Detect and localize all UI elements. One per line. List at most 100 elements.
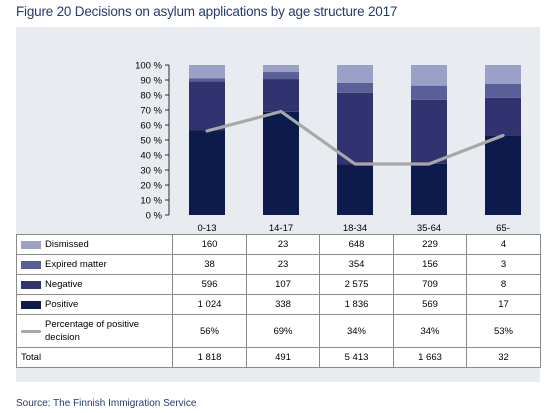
figure-title-text: Decisions on asylum applications by age … — [74, 4, 398, 19]
table-cell: 569 — [393, 294, 467, 315]
legend-label-positive-percentage: Percentage of positive decision — [16, 314, 173, 348]
x-category-label: 14-17 — [269, 223, 293, 234]
table-row-total: Total 1 818 491 5 413 1 663 32 — [16, 347, 541, 368]
table-cell: 5 413 — [319, 347, 394, 368]
source-note: Source: The Finnish Immigration Service — [16, 398, 197, 409]
bar-stacks — [189, 65, 521, 215]
table-cell: 3 — [466, 254, 541, 275]
table-cell: 1 836 — [319, 294, 394, 315]
bar-segment-positive — [411, 163, 447, 215]
total-label: Total — [16, 347, 173, 368]
bar-segment-positive — [337, 164, 373, 215]
table-cell: 34% — [393, 314, 467, 348]
table-cell: 1 024 — [172, 294, 247, 315]
row-label-text: Dismissed — [45, 239, 89, 250]
bar-segment-expired — [411, 85, 447, 100]
x-axis-categories: 0-13 14-17 18-34 35-64 65- — [197, 223, 509, 234]
x-category-label: 35-64 — [417, 223, 441, 234]
y-tick-label: 10 % — [140, 195, 162, 206]
table-cell: 34% — [319, 314, 394, 348]
bar-segment-negative — [263, 79, 299, 112]
y-tick-label: 70 % — [140, 105, 162, 116]
bar-segment-negative — [485, 97, 521, 136]
table-cell: 229 — [393, 234, 467, 255]
bar-segment-dismissed — [337, 65, 373, 83]
bar-segment-expired — [189, 78, 225, 82]
x-category-label: 65- — [496, 223, 510, 234]
table-cell: 38 — [172, 254, 247, 275]
bar-segment-dismissed — [411, 65, 447, 86]
table-cell: 23 — [246, 234, 320, 255]
table-cell: 709 — [393, 274, 467, 295]
stacked-bar-chart: 0 % 10 % 20 % 30 % 40 % 50 % 60 % 70 % 80 % 90 % 1… — [135, 60, 521, 234]
row-label-text: Percentage of positive decision — [45, 319, 140, 343]
legend-swatch-positive — [21, 300, 41, 309]
legend-swatch-negative — [21, 280, 41, 289]
bar-segment-expired — [263, 72, 299, 80]
table-cell: 491 — [246, 347, 320, 368]
x-category-label: 18-34 — [343, 223, 367, 234]
table-cell: 1 663 — [393, 347, 467, 368]
y-tick-label: 40 % — [140, 150, 162, 161]
table-cell: 648 — [319, 234, 394, 255]
table-cell: 56% — [172, 314, 247, 348]
y-tick-label: 60 % — [140, 120, 162, 131]
table-cell: 354 — [319, 254, 394, 275]
bar-segment-dismissed — [189, 65, 225, 79]
bar-segment-negative — [189, 81, 225, 131]
table-cell: 596 — [172, 274, 247, 295]
bar-segment-positive — [263, 111, 299, 215]
y-tick-label: 100 % — [135, 60, 162, 71]
y-axis: 0 % 10 % 20 % 30 % 40 % 50 % 60 % 70 % 80 % 90 % 1… — [135, 60, 170, 221]
x-category-label: 0-13 — [197, 223, 216, 234]
positive-percentage-line — [205, 109, 505, 166]
table-cell: 53% — [466, 314, 541, 348]
row-label-text: Total — [21, 352, 42, 363]
legend-label-expired: Expired matter — [16, 254, 173, 275]
table-cell: 107 — [246, 274, 320, 295]
table-cell: 156 — [393, 254, 467, 275]
table-row-positive: Positive 1 024 338 1 836 569 17 — [16, 294, 541, 315]
table-cell: 17 — [466, 294, 541, 315]
table-cell: 32 — [466, 347, 541, 368]
table-cell: 1 818 — [172, 347, 247, 368]
y-tick-label: 80 % — [140, 90, 162, 101]
table-row-negative: Negative 596 107 2 575 709 8 — [16, 274, 541, 295]
row-label-text: Expired matter — [45, 259, 107, 270]
legend-swatch-dismissed — [21, 240, 41, 249]
y-tick-label: 20 % — [140, 180, 162, 191]
table-cell: 338 — [246, 294, 320, 315]
figure-title: Figure 20 Decisions on asylum applicatio… — [16, 4, 397, 19]
table-row-expired: Expired matter 38 23 354 156 3 — [16, 254, 541, 275]
row-label-text: Positive — [45, 299, 79, 310]
legend-label-dismissed: Dismissed — [16, 234, 173, 255]
figure-number: Figure 20 — [16, 4, 72, 19]
table-cell: 160 — [172, 234, 247, 255]
bar-segment-negative — [411, 99, 447, 164]
bar-segment-negative — [337, 92, 373, 165]
table-cell: 23 — [246, 254, 320, 275]
line-positive-percentage — [205, 109, 505, 166]
table-row-positive-percentage: Percentage of positive decision 56% 69% 34%… — [16, 314, 541, 348]
bar-segment-expired — [485, 83, 521, 98]
table-cell: 4 — [466, 234, 541, 255]
data-table-body: Dismissed 160 23 648 229 4 Expired matter 38 23 3… — [16, 234, 541, 368]
bar-segment-dismissed — [263, 65, 299, 73]
table-row-dismissed: Dismissed 160 23 648 229 4 — [16, 234, 541, 255]
table-cell: 8 — [466, 274, 541, 295]
y-tick-label: 50 % — [140, 135, 162, 146]
bar-segment-expired — [337, 82, 373, 93]
bar-segment-positive — [189, 130, 225, 215]
legend-swatch-expired — [21, 260, 41, 269]
bar-segment-dismissed — [485, 65, 521, 84]
data-table: Dismissed 160 23 648 229 4 Expired matter 38 23 3… — [16, 234, 541, 368]
y-tick-label: 90 % — [140, 75, 162, 86]
table-cell: 69% — [246, 314, 320, 348]
bar-segment-positive — [485, 135, 521, 215]
y-tick-label: 0 % — [146, 210, 163, 221]
row-label-text: Negative — [45, 279, 83, 290]
y-tick-label: 30 % — [140, 165, 162, 176]
legend-label-positive: Positive — [16, 294, 173, 315]
legend-line-swatch — [21, 329, 41, 333]
table-cell: 2 575 — [319, 274, 394, 295]
